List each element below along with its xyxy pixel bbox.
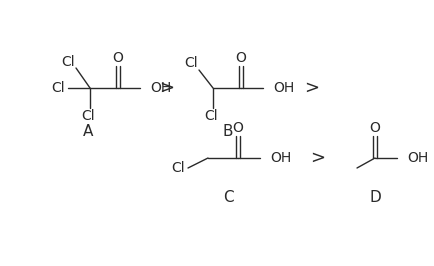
Text: Cl: Cl: [81, 109, 95, 123]
Text: O: O: [236, 51, 247, 65]
Text: Cl: Cl: [51, 81, 65, 95]
Text: Cl: Cl: [204, 109, 218, 123]
Text: >: >: [310, 149, 326, 167]
Text: O: O: [370, 121, 381, 135]
Text: Cl: Cl: [184, 56, 198, 70]
Text: D: D: [369, 190, 381, 206]
Text: >: >: [160, 79, 174, 97]
Text: >: >: [305, 79, 319, 97]
Text: O: O: [112, 51, 123, 65]
Text: A: A: [83, 123, 93, 139]
Text: OH: OH: [273, 81, 294, 95]
Text: B: B: [223, 123, 233, 139]
Text: Cl: Cl: [61, 55, 75, 69]
Text: C: C: [223, 190, 233, 206]
Text: OH: OH: [407, 151, 428, 165]
Text: OH: OH: [270, 151, 291, 165]
Text: OH: OH: [150, 81, 171, 95]
Text: Cl: Cl: [171, 161, 185, 175]
Text: O: O: [233, 121, 243, 135]
